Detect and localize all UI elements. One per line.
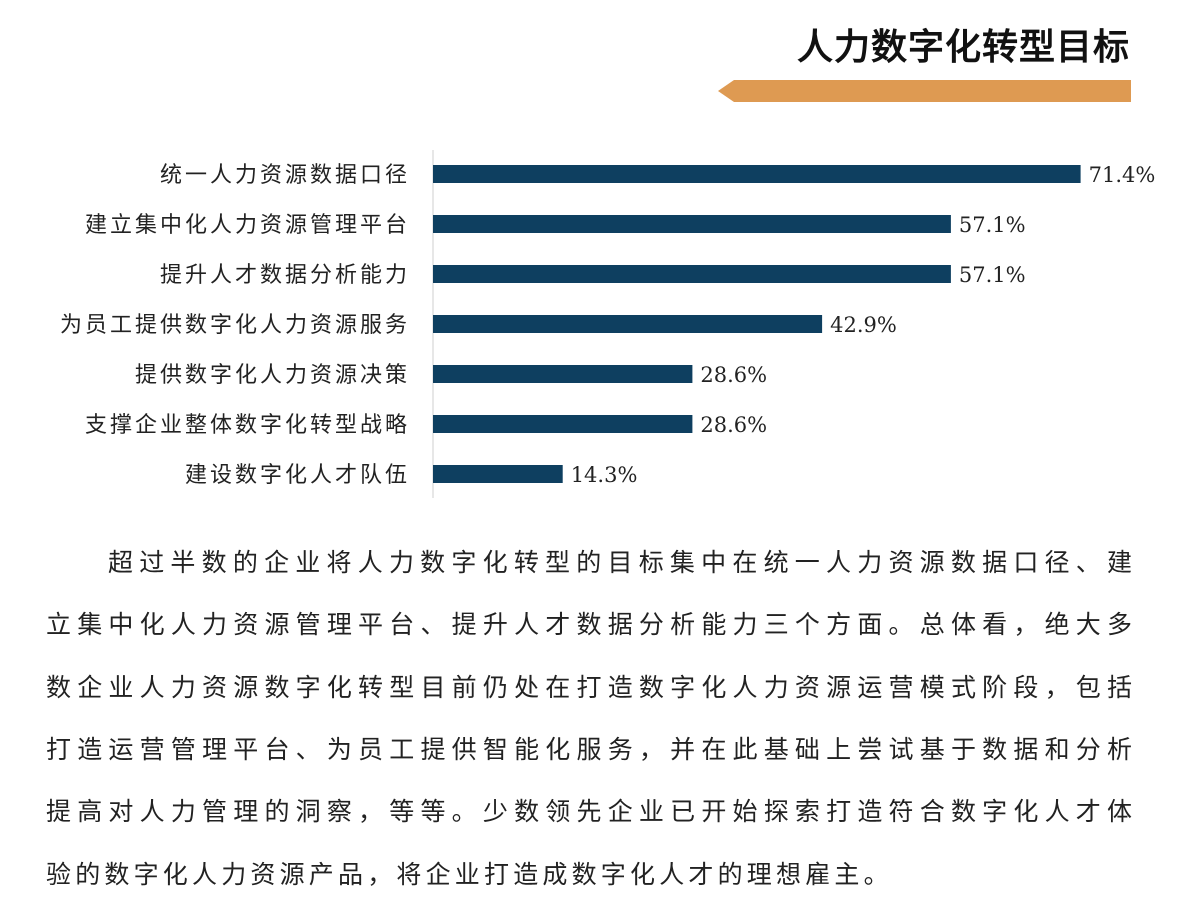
bar-chart: 统一人力资源数据口径 71.4% 建立集中化人力资源管理平台 57.1% 提升人才数据分… (60, 150, 1156, 498)
bar (433, 415, 693, 433)
paragraph-line: 提高对人力管理的洞察，等等。少数领先企业已开始探索打造符合数字化人才体 (46, 797, 1132, 826)
paragraph-line: 数企业人力资源数字化转型目前仍处在打造数字化人力资源运营模式阶段，包括 (46, 673, 1132, 702)
paragraph-line: 超过半数的企业将人力数字化转型的目标集中在统一人力资源数据口径、建 (108, 548, 1132, 577)
paragraph-line: 打造运营管理平台、为员工提供智能化服务，并在此基础上尝试基于数据和分析 (46, 735, 1132, 764)
data-label: 42.9% (830, 313, 897, 337)
category-label: 为员工提供数字化人力资源服务 (60, 313, 410, 338)
data-label: 57.1% (959, 263, 1026, 287)
bar (433, 215, 951, 233)
data-label: 14.3% (571, 463, 638, 487)
category-label: 提供数字化人力资源决策 (135, 363, 410, 388)
data-label: 71.4% (1089, 163, 1156, 187)
category-label: 建设数字化人才队伍 (185, 463, 410, 488)
category-label: 统一人力资源数据口径 (160, 163, 410, 188)
bar (433, 465, 563, 483)
page-title: 人力数字化转型目标 (796, 27, 1130, 68)
category-label: 支撑企业整体数字化转型战略 (85, 413, 410, 438)
category-label: 提升人才数据分析能力 (160, 263, 410, 288)
category-label: 建立集中化人力资源管理平台 (85, 213, 410, 238)
bar (433, 265, 951, 283)
bar (433, 165, 1081, 183)
paragraph-line: 验的数字化人力资源产品，将企业打造成数字化人才的理想雇主。 (46, 860, 893, 889)
data-label: 28.6% (700, 363, 767, 387)
data-label: 57.1% (959, 213, 1026, 237)
paragraph-line: 立集中化人力资源管理平台、提升人才数据分析能力三个方面。总体看，绝大多 (46, 610, 1132, 639)
bar (433, 365, 693, 383)
header-ribbon (718, 80, 1131, 102)
bar (433, 315, 823, 333)
data-label: 28.6% (700, 413, 767, 437)
